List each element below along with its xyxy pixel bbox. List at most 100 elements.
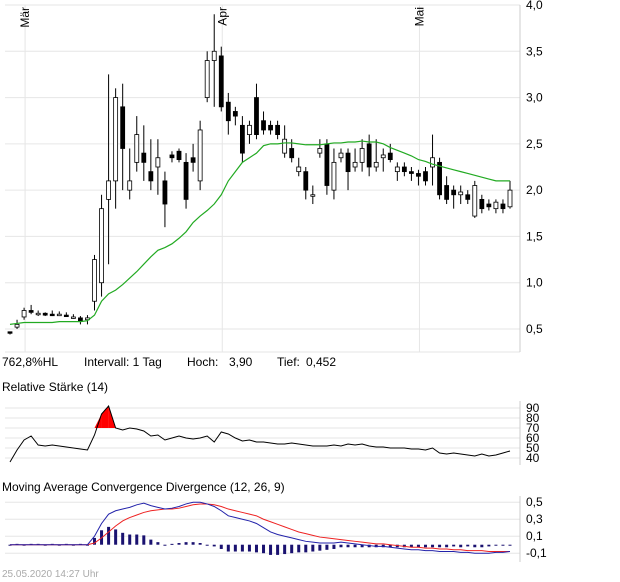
candle-body: [204, 60, 210, 98]
candle-body: [35, 312, 41, 316]
price-tick-label: 1,5: [526, 229, 543, 243]
candle-body: [7, 331, 13, 334]
candle-body: [120, 106, 126, 149]
candle-body: [500, 203, 506, 210]
candle-body: [366, 143, 372, 168]
range-percent: 762,8%HL: [2, 355, 59, 369]
candle-body: [310, 194, 316, 197]
candle-body: [106, 180, 111, 200]
macd-histogram-bar: [184, 542, 188, 545]
candle-body: [331, 161, 337, 191]
candle-body: [99, 208, 104, 284]
macd-histogram-bar: [247, 544, 251, 552]
candle-body: [416, 173, 421, 177]
candle-body: [28, 310, 34, 313]
macd-histogram-bar: [149, 539, 153, 545]
macd-histogram-bar: [494, 544, 498, 546]
price-tick-label: 1,0: [526, 276, 543, 290]
candle-body: [401, 166, 407, 173]
price-tick-label: 2,5: [526, 137, 543, 151]
macd-histogram-bar: [360, 544, 364, 548]
candle-body: [113, 97, 119, 182]
macd-tick-label: 0,3: [526, 512, 543, 526]
candle-body: [437, 161, 442, 196]
macd-line: [10, 501, 511, 554]
macd-histogram-bar: [142, 535, 146, 545]
candle-body: [275, 124, 281, 136]
macd-histogram-bar: [226, 544, 230, 552]
candle-body: [141, 152, 147, 163]
macd-tick-label: 0,1: [526, 529, 543, 543]
rsi-tick-label: 50: [526, 441, 540, 455]
macd-histogram-bar: [311, 544, 315, 552]
candle-body: [155, 157, 161, 168]
macd-histogram-bar: [487, 544, 491, 547]
macd-tick-label: 0,5: [526, 495, 543, 509]
low-value: 0,452: [306, 355, 337, 369]
macd-histogram-bar: [191, 542, 195, 545]
candle-body: [21, 310, 27, 318]
macd-histogram-bar: [128, 534, 132, 545]
candle-body: [14, 323, 20, 328]
rsi-tick-label: 80: [526, 411, 540, 425]
rsi-tick-label: 60: [526, 431, 540, 445]
candle-body: [458, 191, 464, 196]
macd-histogram-bar: [332, 544, 336, 549]
macd-histogram-bar: [452, 544, 456, 547]
candle-body: [127, 180, 133, 191]
macd-histogram-bar: [114, 529, 118, 545]
price-tick-label: 2,0: [526, 183, 543, 197]
high-label: Hoch:: [187, 355, 219, 369]
macd-histogram-bar: [276, 544, 280, 555]
candle-body: [479, 198, 485, 210]
macd-histogram-bar: [163, 544, 167, 546]
candle-body: [444, 185, 450, 200]
macd-histogram-bar: [254, 544, 258, 553]
candle-body: [282, 138, 288, 154]
candle-body: [254, 97, 259, 135]
macd-histogram-bar: [219, 544, 223, 549]
month-label: Apr: [215, 7, 229, 26]
candle-body: [324, 143, 330, 186]
macd-histogram-bar: [170, 543, 174, 545]
macd-histogram-bar: [121, 532, 125, 545]
price-tick-label: 3,0: [526, 91, 543, 105]
candle-body: [373, 161, 379, 168]
candle-body: [239, 124, 245, 154]
macd-histogram-bar: [325, 544, 329, 550]
rsi-title: Relative Stärke (14): [2, 380, 109, 394]
candle-body: [451, 189, 457, 196]
candle-body: [42, 312, 48, 316]
high-value: 3,90: [229, 355, 253, 369]
candle-body: [225, 101, 231, 122]
candle-body: [430, 157, 435, 168]
macd-histogram-bar: [318, 544, 322, 551]
macd-histogram-bar: [473, 544, 477, 548]
macd-histogram-bar: [388, 544, 392, 548]
candle-body: [190, 157, 196, 163]
macd-histogram-bar: [346, 544, 350, 548]
macd-histogram-bar: [233, 544, 237, 552]
macd-histogram-bar: [212, 544, 216, 547]
macd-histogram-bar: [431, 544, 435, 548]
candle-body: [380, 154, 386, 159]
candle-body: [289, 148, 295, 159]
candle-body: [232, 111, 238, 117]
macd-histogram-bar: [480, 544, 484, 548]
macd-histogram-bar: [416, 544, 420, 548]
macd-histogram-bar: [107, 526, 111, 545]
candle-body: [169, 154, 175, 159]
rsi-tick-label: 90: [526, 401, 540, 415]
macd-histogram-bar: [445, 544, 449, 548]
macd-histogram-bar: [409, 544, 413, 548]
candle-body: [303, 171, 309, 191]
candle-body: [162, 180, 168, 205]
rsi-overbought-area: [94, 414, 102, 428]
macd-histogram-bar: [466, 544, 470, 547]
candle-body: [338, 152, 344, 159]
rsi-tick-label: 40: [526, 451, 540, 465]
candle-body: [176, 150, 182, 160]
candle-body: [507, 189, 513, 208]
price-tick-label: 0,5: [526, 322, 543, 336]
low-label: Tief:: [277, 355, 300, 369]
